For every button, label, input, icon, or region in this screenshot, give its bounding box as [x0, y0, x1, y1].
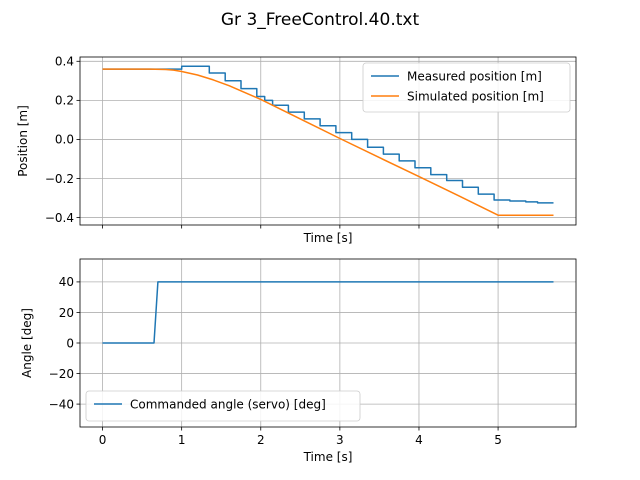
y-tick-label: 0.4 [55, 55, 74, 69]
y-tick-label: −0.4 [45, 211, 74, 225]
figure-title: Gr 3_FreeControl.40.txt [221, 10, 420, 30]
legend-box [85, 390, 361, 422]
series-line-0 [102, 281, 554, 344]
x-tick-label: 0 [99, 433, 107, 447]
axes-frame [79, 56, 577, 226]
y-tick-label: −20 [49, 367, 74, 381]
y-tick-label: 20 [59, 306, 74, 320]
y-tick-label: 40 [59, 275, 74, 289]
y-axis-label: Position [m] [16, 105, 30, 177]
series-line-0 [102, 65, 554, 204]
y-tick-label: 0.0 [55, 133, 74, 147]
y-tick-label: −0.2 [45, 172, 74, 186]
y-tick-label: 0 [66, 336, 74, 350]
legend-label: Simulated position [m] [407, 90, 544, 104]
series-line-1 [102, 68, 554, 216]
x-tick-label: 5 [494, 433, 502, 447]
x-axis-label: Time [s] [303, 231, 353, 245]
position-subplot: −0.4 −0.2 0.0 0.2 0.4 Time [s] Position [m] Mea… [16, 55, 577, 245]
x-tick-label: 2 [257, 433, 265, 447]
y-tick-label: 0.2 [55, 94, 74, 108]
x-axis-label: Time [s] [303, 450, 353, 464]
legend-label: Measured position [m] [407, 70, 542, 84]
legend-box [362, 62, 571, 113]
angle-subplot: 0 1 2 3 4 5 −40 −20 0 20 40 Time [s] Angle [deg] Comm… [20, 258, 577, 464]
y-tick-label: −40 [49, 397, 74, 411]
legend: Commanded angle (servo) [deg] [85, 390, 361, 422]
y-axis-label: Angle [deg] [20, 308, 34, 378]
x-tick-label: 4 [415, 433, 423, 447]
x-tick-label: 1 [178, 433, 186, 447]
legend-label: Commanded angle (servo) [deg] [130, 398, 326, 412]
x-tick-label: 3 [336, 433, 344, 447]
legend: Measured position [m] Simulated position … [362, 62, 571, 113]
